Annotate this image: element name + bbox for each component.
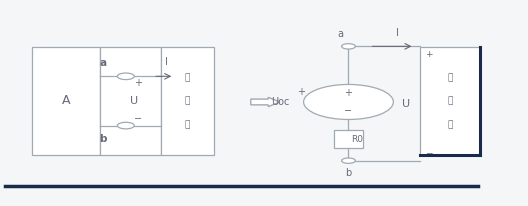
Text: −: − — [426, 148, 433, 157]
Text: I: I — [165, 57, 168, 67]
Text: a: a — [99, 58, 107, 68]
Text: I: I — [396, 28, 399, 38]
Circle shape — [304, 84, 393, 119]
Text: b: b — [99, 134, 107, 144]
Text: R0: R0 — [351, 135, 363, 144]
Circle shape — [342, 44, 355, 49]
Polygon shape — [251, 97, 280, 107]
Bar — [420, 47, 480, 154]
Text: U: U — [130, 96, 138, 106]
Text: Uoc: Uoc — [271, 97, 289, 107]
Bar — [161, 47, 214, 154]
Bar — [32, 47, 100, 154]
Bar — [100, 47, 161, 154]
Circle shape — [342, 158, 355, 163]
Text: U: U — [402, 98, 411, 109]
Text: 外: 外 — [185, 73, 190, 82]
Text: 路: 路 — [447, 120, 453, 129]
Text: +: + — [344, 88, 353, 98]
Text: +: + — [134, 78, 142, 88]
Text: +: + — [297, 87, 305, 97]
Bar — [334, 130, 363, 148]
Text: +: + — [426, 50, 433, 59]
Text: b: b — [345, 168, 352, 178]
Text: 外: 外 — [447, 73, 453, 82]
Text: −: − — [134, 114, 142, 124]
Text: A: A — [62, 94, 70, 108]
Text: 电: 电 — [447, 96, 453, 105]
Circle shape — [117, 122, 134, 129]
Circle shape — [117, 73, 134, 80]
Text: −: − — [344, 106, 353, 116]
Text: 电: 电 — [185, 96, 190, 105]
Text: 路: 路 — [185, 120, 190, 129]
Text: a: a — [337, 29, 344, 39]
